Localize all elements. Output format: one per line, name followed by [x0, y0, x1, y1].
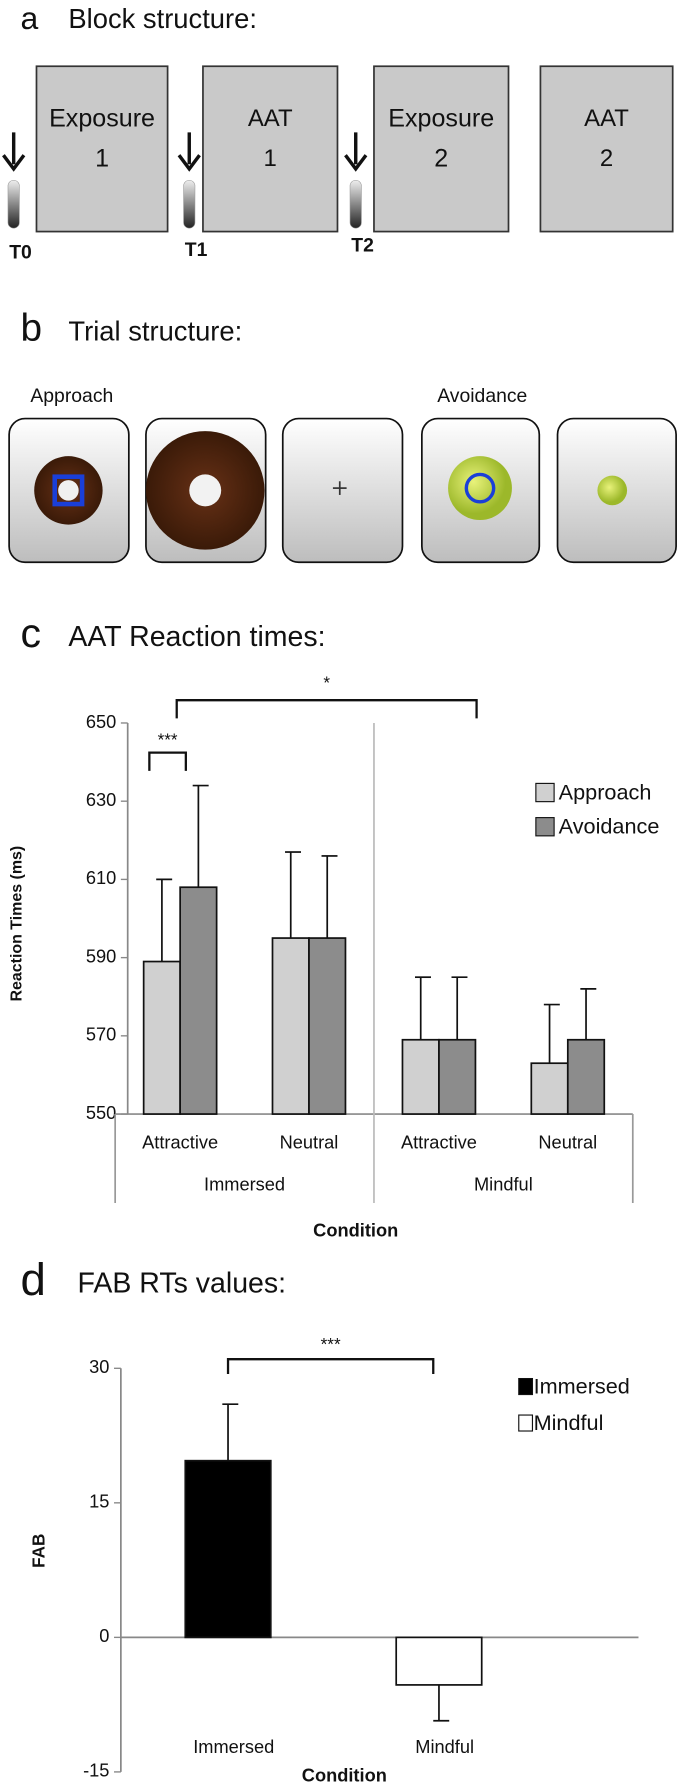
tube: [349, 179, 362, 229]
significance-bracket: [148, 751, 187, 771]
tube: [183, 179, 196, 229]
arrow-head: [344, 154, 368, 172]
bar: [438, 1038, 477, 1115]
x-group-label: Immersed: [204, 1174, 285, 1195]
timepoint-label: T0: [9, 241, 32, 263]
y-tick-label: 550: [86, 1102, 116, 1123]
block-label: Exposure: [49, 104, 155, 132]
y-tick-label: 15: [89, 1491, 109, 1512]
frame-marker: [52, 474, 85, 507]
legend-swatch: [535, 782, 555, 803]
legend-swatch: [518, 1377, 534, 1396]
block-label: Exposure: [388, 104, 494, 132]
x-axis-title: Condition: [313, 1219, 398, 1240]
block-box: [539, 65, 674, 233]
x-tick-label: Neutral: [538, 1132, 597, 1153]
significance-label: *: [323, 674, 330, 693]
trial-frame: [281, 417, 404, 564]
bar: [184, 1459, 272, 1639]
block-label: AAT: [248, 105, 293, 132]
significance-bracket: [226, 1358, 435, 1375]
x-group-label: Mindful: [474, 1174, 533, 1195]
legend-swatch: [518, 1414, 534, 1432]
y-tick-label: 590: [86, 945, 116, 966]
block-box: [35, 65, 169, 233]
x-tick-label: Attractive: [142, 1132, 218, 1153]
apple-image: [448, 456, 512, 521]
bar: [530, 1062, 569, 1115]
chart-c: c AAT Reaction times: 550 570 590 610 630 650 Co…: [8, 610, 659, 1240]
panel-title: Block structure:: [68, 3, 257, 34]
panel-letter: a: [21, 0, 39, 36]
apple-image: [597, 475, 628, 506]
x-tick-label: Attractive: [401, 1132, 477, 1153]
panel-letter: b: [21, 307, 43, 350]
trial-label: Avoidance: [437, 385, 527, 407]
chart-d: d FAB RTs values: -15 0 15 30 Condition FAB Imme…: [21, 1254, 639, 1785]
y-tick-label: 570: [86, 1024, 116, 1045]
timepoint-label: T2: [351, 235, 374, 257]
x-tick-label: Mindful: [415, 1736, 474, 1757]
y-tick-label: 650: [86, 711, 116, 732]
tube: [7, 179, 20, 229]
arrow-head: [177, 154, 201, 172]
legend-label: Approach: [559, 779, 652, 804]
chart-title: FAB RTs values:: [78, 1268, 287, 1300]
y-tick-label: 0: [99, 1625, 109, 1646]
trial-frames: [8, 417, 677, 564]
frame-marker: [464, 472, 496, 504]
panel-letter: c: [21, 610, 42, 656]
panel-title: Trial structure:: [68, 315, 242, 346]
donut-hole: [58, 480, 79, 501]
block-label: 2: [600, 145, 613, 172]
timepoint-label: T1: [185, 239, 208, 261]
y-tick-label: 630: [86, 789, 116, 810]
block-box: [373, 65, 510, 233]
significance-label: ***: [158, 731, 178, 750]
y-tick-label: 30: [89, 1356, 109, 1377]
block-label: 1: [264, 145, 277, 172]
bar: [566, 1038, 606, 1115]
block-group: Exposure 1 AAT 1 Exposure 2 AAT 2 T0 T1 T2: [2, 65, 674, 263]
legend-label: Immersed: [534, 1373, 630, 1398]
y-axis-title: Reaction Times (ms): [8, 846, 25, 1002]
panel-letter: d: [21, 1254, 46, 1305]
bar: [271, 937, 310, 1115]
block-label: 1: [95, 144, 109, 172]
bar: [179, 886, 218, 1115]
y-axis-title: FAB: [29, 1534, 48, 1568]
significance-label: ***: [321, 1335, 341, 1354]
block-label: AAT: [584, 105, 629, 132]
y-tick-label: -15: [83, 1760, 109, 1781]
block-box: [202, 65, 339, 233]
bar: [308, 937, 347, 1115]
chart-title: AAT Reaction times:: [68, 621, 325, 653]
y-tick-label: 610: [86, 867, 116, 888]
legend-label: Avoidance: [559, 814, 660, 839]
bar: [395, 1636, 483, 1686]
x-axis-title: Condition: [302, 1764, 387, 1785]
x-tick-label: Neutral: [280, 1132, 339, 1153]
x-tick-label: Immersed: [193, 1736, 274, 1757]
legend-label: Mindful: [534, 1410, 604, 1435]
legend-swatch: [535, 817, 555, 837]
bar: [142, 960, 181, 1115]
block-label: 2: [434, 144, 448, 172]
trial-label: Approach: [30, 385, 113, 407]
significance-bracket: [175, 699, 478, 719]
bar: [401, 1038, 440, 1115]
donut-hole: [189, 474, 222, 507]
arrow-head: [2, 154, 26, 172]
